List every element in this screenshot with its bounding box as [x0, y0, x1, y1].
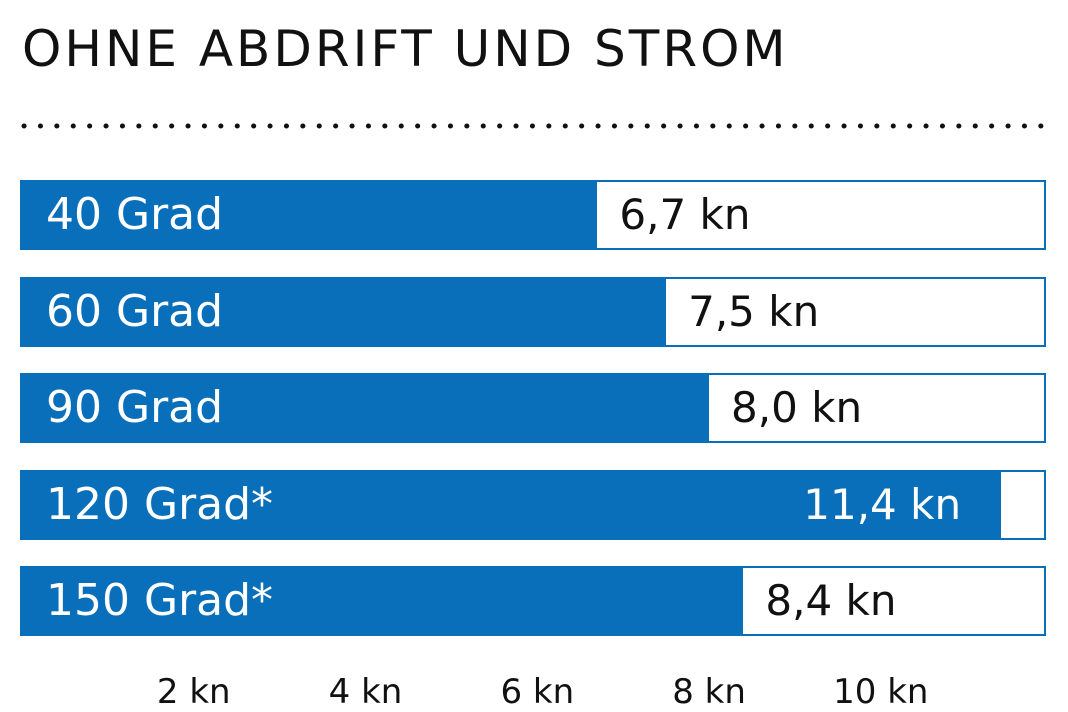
- bar-value-label: 8,0 kn: [731, 383, 863, 432]
- x-tick-label: 8 kn: [672, 672, 746, 712]
- bar-value-label: 8,4 kn: [765, 576, 897, 625]
- bar-value-label: 11,4 kn: [803, 479, 962, 529]
- bar: [22, 471, 1002, 538]
- bar-track: 120 Grad* 11,4 kn: [20, 469, 1046, 540]
- bar-track: 40 Grad 6,7 kn: [20, 180, 1046, 250]
- bar-category-label: 60 Grad: [46, 285, 224, 337]
- bar: [22, 375, 710, 441]
- x-tick-label: 6 kn: [500, 672, 575, 712]
- bar-track: 90 Grad 8,0 kn: [20, 373, 1046, 443]
- dotted-divider: [21, 123, 1053, 129]
- chart-title: OHNE ABDRIFT UND STROM: [22, 20, 789, 78]
- bar-category-label: 120 Grad*: [46, 478, 274, 530]
- bar: [22, 568, 744, 634]
- x-tick-label: 10 kn: [833, 672, 929, 712]
- bar-category-label: 90 Grad: [46, 382, 224, 433]
- bar: [22, 278, 667, 345]
- bar-category-label: 40 Grad: [46, 189, 224, 240]
- bar-value-label: 6,7 kn: [619, 190, 751, 239]
- x-tick-label: 4 kn: [328, 672, 403, 712]
- x-tick-label: 2 kn: [156, 672, 231, 712]
- bar: [22, 182, 598, 248]
- bar-track: 150 Grad* 8,4 kn: [20, 566, 1046, 636]
- bar-track: 60 Grad 7,5 kn: [20, 276, 1046, 347]
- bar-category-label: 150 Grad*: [46, 575, 274, 626]
- bar-value-label: 7,5 kn: [688, 286, 820, 336]
